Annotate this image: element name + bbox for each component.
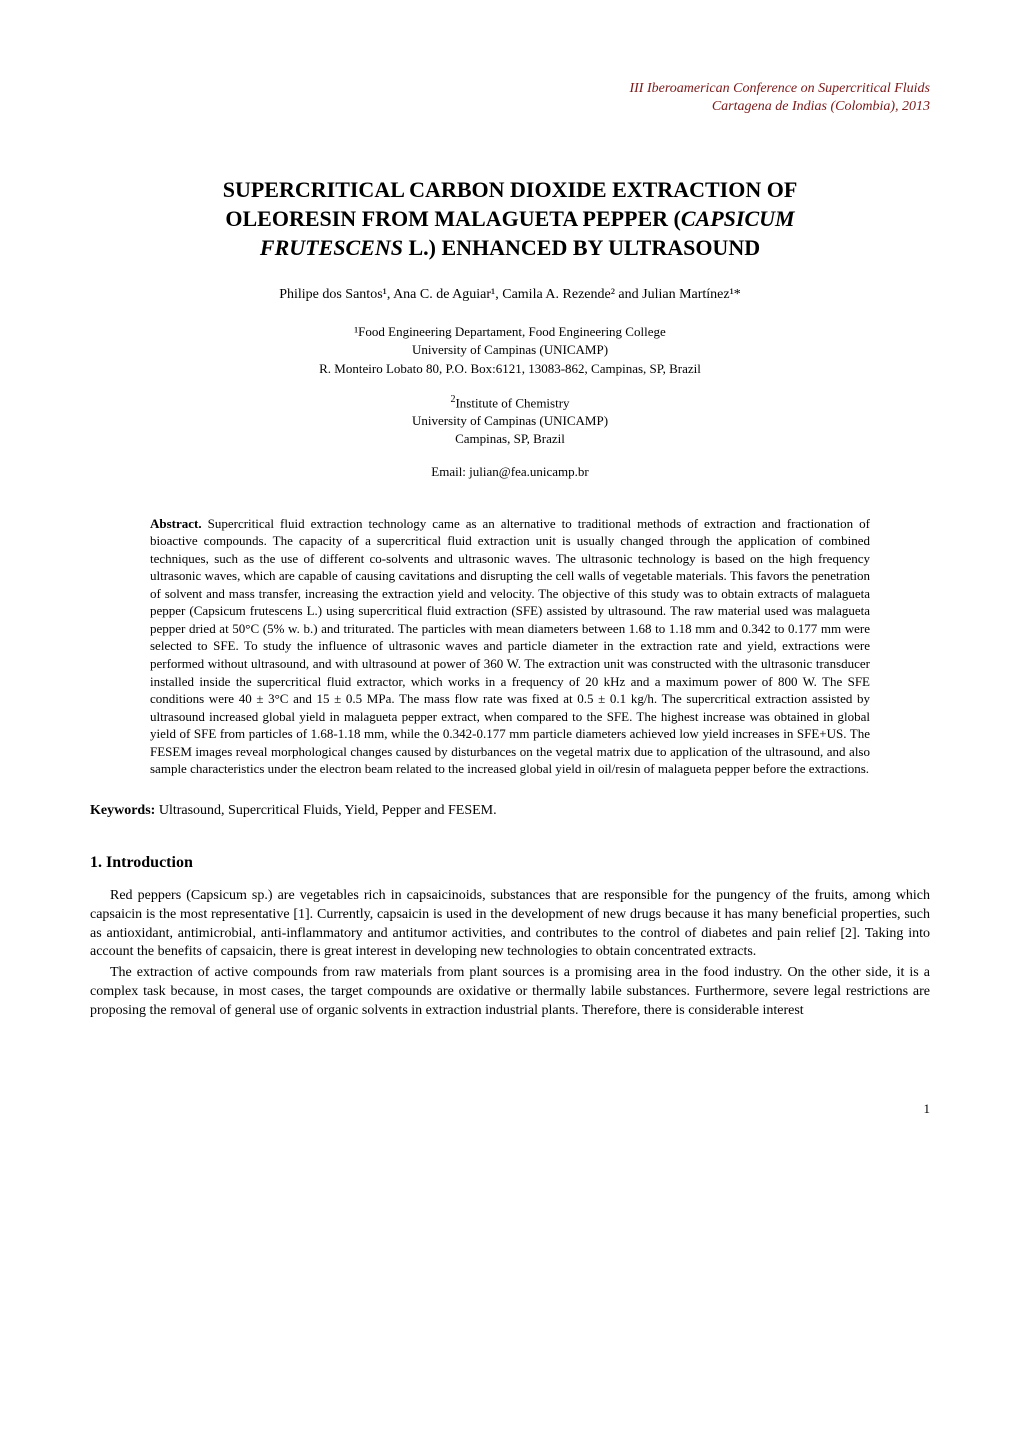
affil2-line2: University of Campinas (UNICAMP) <box>412 413 608 428</box>
header-line1: III Iberoamerican Conference on Supercri… <box>629 81 930 96</box>
section-1-para-2: The extraction of active compounds from … <box>90 964 930 1021</box>
section-1-heading: 1. Introduction <box>90 854 930 872</box>
title-line1: SUPERCRITICAL CARBON DIOXIDE EXTRACTION … <box>223 177 798 202</box>
keywords-line: Keywords: Ultrasound, Supercritical Flui… <box>90 803 930 819</box>
affiliation-1: ¹Food Engineering Departament, Food Engi… <box>90 323 930 378</box>
page-number: 1 <box>90 1101 930 1117</box>
affil1-line2: University of Campinas (UNICAMP) <box>412 342 608 357</box>
keywords-text: Ultrasound, Supercritical Fluids, Yield,… <box>155 803 496 818</box>
affil2-line3: Campinas, SP, Brazil <box>455 431 565 446</box>
authors-line: Philipe dos Santos¹, Ana C. de Aguiar¹, … <box>90 287 930 303</box>
section-1-para-1: Red peppers (Capsicum sp.) are vegetable… <box>90 887 930 963</box>
contact-email: Email: julian@fea.unicamp.br <box>90 464 930 480</box>
affil1-line1: ¹Food Engineering Departament, Food Engi… <box>354 324 666 339</box>
affil2-line1: Institute of Chemistry <box>455 395 569 410</box>
title-line3-italic: FRUTESCENS <box>260 235 403 260</box>
title-line2-prefix: OLEORESIN FROM MALAGUETA PEPPER ( <box>225 206 681 231</box>
paper-title: SUPERCRITICAL CARBON DIOXIDE EXTRACTION … <box>90 176 930 262</box>
header-line2: Cartagena de Indias (Colombia), 2013 <box>712 99 930 114</box>
abstract-text: Supercritical fluid extraction technolog… <box>150 516 870 777</box>
abstract-block: Abstract. Supercritical fluid extraction… <box>150 515 870 778</box>
conference-header: III Iberoamerican Conference on Supercri… <box>90 80 930 116</box>
keywords-label: Keywords: <box>90 803 155 818</box>
affil1-line3: R. Monteiro Lobato 80, P.O. Box:6121, 13… <box>319 361 701 376</box>
abstract-label: Abstract. <box>150 516 202 531</box>
affiliation-2: 2Institute of Chemistry University of Ca… <box>90 393 930 449</box>
title-line2-italic: CAPSICUM <box>681 206 795 231</box>
title-line3-suffix: L.) ENHANCED BY ULTRASOUND <box>403 235 760 260</box>
